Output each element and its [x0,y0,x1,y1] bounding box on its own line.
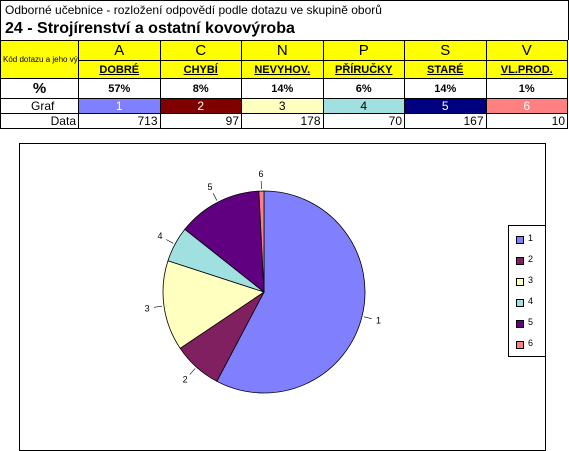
legend-item: 3 [516,276,544,288]
legend-item: 2 [516,255,544,267]
legend-item: 1 [516,234,544,246]
legend-swatch [516,320,524,328]
chart-legend: 1 2 3 4 5 6 [508,225,546,357]
legend-swatch [516,341,524,349]
pie-label: 6 [258,169,263,179]
legend-label: 2 [528,254,533,264]
pie-label: 3 [145,303,150,313]
legend-swatch [516,257,524,265]
legend-swatch [516,236,524,244]
legend-swatch [516,278,524,286]
legend-label: 3 [528,275,533,285]
pie-label: 5 [207,182,212,192]
legend-label: 6 [528,338,533,348]
pie-leader-line [166,240,173,244]
pie-leader-line [213,193,217,200]
legend-label: 5 [528,317,533,327]
pie-label: 1 [376,315,381,325]
pie-label: 2 [183,375,188,385]
pie-leader-line [154,306,162,307]
legend-swatch [516,299,524,307]
legend-item: 4 [516,297,544,309]
legend-label: 1 [528,233,533,243]
legend-item: 5 [516,318,544,330]
pie-label: 4 [158,231,163,241]
pie-leader-line [190,369,195,375]
pie-leader-line [364,317,372,319]
legend-item: 6 [516,339,544,351]
legend-label: 4 [528,296,533,306]
